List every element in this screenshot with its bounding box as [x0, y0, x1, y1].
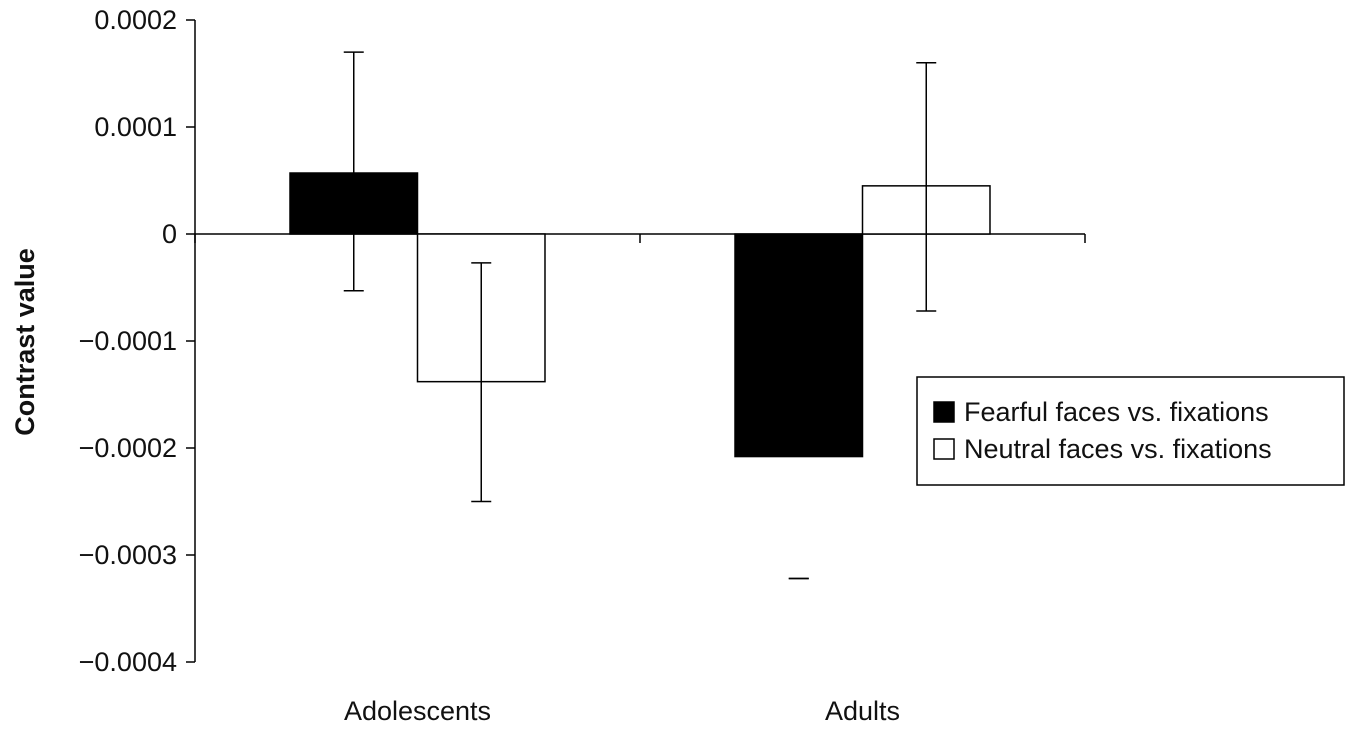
y-tick-label: −0.0002 — [79, 433, 177, 463]
y-tick-label: 0.0001 — [94, 112, 177, 142]
legend-label: Fearful faces vs. fixations — [964, 397, 1269, 427]
legend-box — [916, 376, 1345, 486]
y-tick-label: −0.0003 — [79, 540, 177, 570]
legend-label: Neutral faces vs. fixations — [964, 434, 1272, 464]
y-tick-label: −0.0001 — [79, 326, 177, 356]
y-tick-label: −0.0004 — [79, 647, 177, 677]
bar — [734, 233, 864, 458]
bars — [289, 172, 991, 458]
legend-swatch — [933, 401, 955, 423]
y-axis-label: Contrast value — [10, 248, 40, 436]
y-tick-label: 0 — [162, 219, 177, 249]
error-bars — [343, 51, 937, 580]
y-tick-label: 0.0002 — [94, 5, 177, 35]
x-axis: Adolescents Adults — [194, 233, 1086, 726]
legend: Fearful faces vs. fixations Neutral faces… — [916, 376, 1345, 486]
legend-swatch — [933, 438, 955, 460]
x-category-label: Adults — [825, 696, 900, 726]
x-category-label: Adolescents — [344, 696, 491, 726]
y-axis: 0.0002 0.0001 0 −0.0001 −0.0002 −0.0003 −0.000… — [79, 5, 196, 677]
